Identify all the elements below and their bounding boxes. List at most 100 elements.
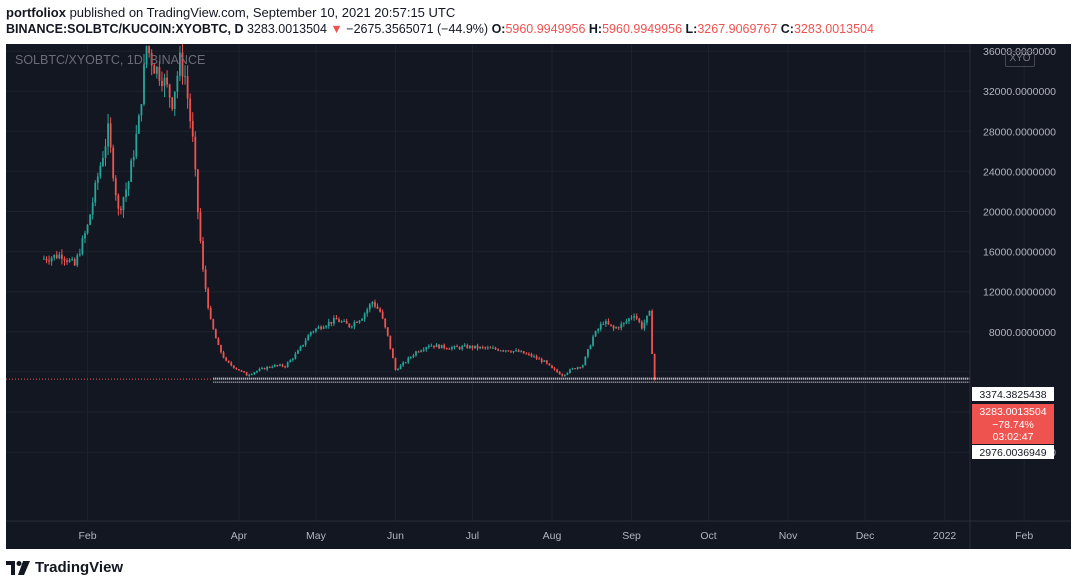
candle-body <box>50 257 53 262</box>
candle-body <box>563 374 566 376</box>
candle-body <box>256 370 258 373</box>
candle-body <box>86 224 89 234</box>
high-label: H: <box>588 22 603 36</box>
price-axis[interactable]: 36000.0000000 32000.0000000 28000.0000000 2… <box>983 46 1056 459</box>
published-text: published on TradingView.com, September … <box>69 5 456 20</box>
candle-body <box>184 76 186 78</box>
low-value: 3267.9069767 <box>697 22 778 36</box>
author-name[interactable]: portfoliox <box>6 5 66 20</box>
candle-body <box>597 329 600 332</box>
price-change: −2675.3565071 (−44.9%) <box>346 22 489 36</box>
candle-body <box>515 350 517 352</box>
candle-body <box>384 318 387 328</box>
candle-body <box>60 254 63 259</box>
price-tick-label: 24000.0000000 <box>983 166 1056 178</box>
candle-body <box>643 322 646 329</box>
price-tick-label: 16000.0000000 <box>983 247 1056 259</box>
scale-button[interactable]: XYO <box>1005 51 1035 67</box>
candle-body <box>227 360 230 363</box>
candle-body <box>379 308 381 312</box>
candle-body <box>122 197 125 211</box>
candle-body <box>358 320 361 323</box>
candle-body <box>448 348 451 350</box>
candle-body <box>592 336 594 346</box>
time-axis[interactable]: Feb Apr May Jun Jul Aug Sep Oct Nov Dec 2022 Feb <box>78 530 1033 542</box>
candle-body <box>327 321 330 326</box>
candle-body <box>507 350 510 352</box>
candle-body <box>427 345 430 348</box>
candle-body <box>145 46 148 65</box>
candle-body <box>530 354 533 357</box>
candle-body <box>240 370 243 372</box>
candle-body <box>476 345 479 349</box>
candle-body <box>96 176 99 183</box>
candle-body <box>433 345 435 348</box>
candle-body <box>114 178 117 196</box>
price-tick-label: 12000.0000000 <box>983 287 1056 299</box>
candle-body <box>325 325 328 328</box>
candle-body <box>245 372 248 376</box>
candle-body <box>525 353 528 355</box>
candle-body <box>371 301 374 305</box>
candle-body <box>238 369 240 371</box>
tradingview-brand[interactable]: TradingView <box>35 559 124 576</box>
candle-body <box>71 259 74 261</box>
candle-body <box>63 258 66 261</box>
candle-body <box>350 326 353 328</box>
candle-body <box>409 356 412 358</box>
time-tick-label: Jun <box>387 530 404 542</box>
candle-body <box>222 352 225 358</box>
close-label: C: <box>780 22 794 36</box>
high-value: 5960.9949956 <box>602 22 683 36</box>
candle-body <box>453 346 456 348</box>
candle-body <box>268 366 271 368</box>
candle-body <box>263 367 266 370</box>
candle-body <box>109 123 112 148</box>
time-tick-label: Dec <box>856 530 875 542</box>
candle-body <box>202 241 204 270</box>
candle-body <box>332 318 335 324</box>
candle-body <box>630 317 633 319</box>
candle-body <box>594 331 597 337</box>
candle-body <box>130 160 133 182</box>
candle-body <box>451 347 453 350</box>
price-tick-label: 20000.0000000 <box>983 207 1056 219</box>
candle-body <box>374 301 376 307</box>
candle-body <box>132 156 135 161</box>
candle-body <box>484 347 487 349</box>
candle-body <box>551 365 553 369</box>
candle-body <box>250 374 253 376</box>
candle-body <box>579 367 582 369</box>
chart-svg[interactable]: 36000.0000000 32000.0000000 28000.0000000 2… <box>6 41 1071 549</box>
candle-body <box>253 372 256 375</box>
candle-body <box>171 97 174 110</box>
lower-price-label-bg <box>972 445 1054 459</box>
candle-body <box>607 321 610 325</box>
upper-price-label-bg <box>972 387 1054 401</box>
candle-body <box>471 345 474 349</box>
candle-body <box>466 345 469 349</box>
candle-body <box>258 368 261 371</box>
candle-body <box>412 355 415 357</box>
candle-body <box>317 326 320 329</box>
price-labels: 3374.3825438 3283.0013504 −78.74% 03:02:… <box>972 387 1054 459</box>
candle-body <box>407 357 410 363</box>
candle-body <box>612 325 615 329</box>
candle-body <box>425 347 428 350</box>
candle-body <box>104 146 107 158</box>
price-tick-label: 36000.0000000 <box>983 46 1056 58</box>
candle-body <box>363 313 366 319</box>
time-tick-label: Feb <box>78 530 96 542</box>
candle-body <box>302 344 304 347</box>
candle-body <box>548 363 551 366</box>
candle-body <box>281 364 284 367</box>
tradingview-logo-icon[interactable] <box>6 560 30 575</box>
chart-area[interactable]: 36000.0000000 32000.0000000 28000.0000000 2… <box>6 41 1071 549</box>
price-lines <box>6 377 970 383</box>
candle-body <box>179 52 181 76</box>
candle-body <box>196 169 199 213</box>
candle-body <box>558 371 561 375</box>
candle-body <box>589 345 592 350</box>
time-tick-label: 2022 <box>933 530 957 542</box>
candle-body <box>397 369 399 371</box>
